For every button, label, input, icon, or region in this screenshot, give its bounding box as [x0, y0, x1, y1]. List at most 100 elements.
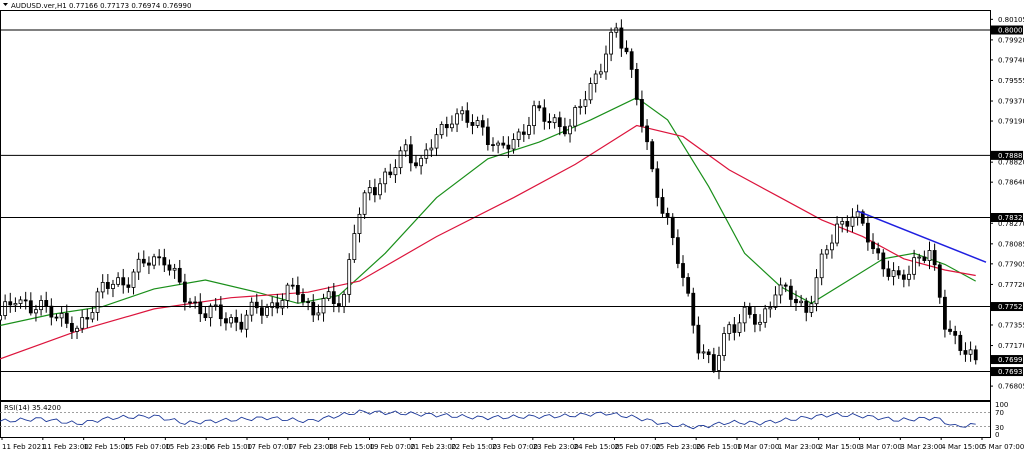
candle-body [316, 312, 321, 316]
x-tick-label: 21 Feb 23:00 [410, 443, 456, 451]
candle-body [342, 293, 346, 307]
candle-body [59, 313, 64, 319]
candle-body [147, 262, 151, 266]
candle-body [932, 250, 937, 266]
x-tick-label: 15 Feb 07:00 [125, 443, 171, 451]
y-tick-label: 0.76805 [998, 383, 1024, 391]
x-tick-label: 23 Feb 07:00 [492, 443, 538, 451]
candle-body [357, 213, 362, 234]
x-tick-label: 1 Mar 07:00 [737, 443, 779, 451]
candle-body [511, 139, 516, 150]
candle-body [193, 301, 198, 304]
y-tick-label: 0.79555 [998, 77, 1024, 85]
candle-body [414, 162, 418, 167]
candle-body [573, 107, 578, 127]
rsi-scale-30: 30 [995, 424, 1004, 432]
x-tick-label: 24 Feb 15:00 [574, 443, 620, 451]
candle-body [794, 298, 798, 304]
candle-body [23, 299, 28, 302]
candle-body [768, 307, 773, 310]
candle-body [907, 273, 911, 280]
rsi-label: RSI(14) 35.4200 [4, 404, 61, 412]
candle-body [311, 301, 316, 316]
candle-body [408, 144, 413, 164]
candle-body [675, 237, 680, 264]
collapse-triangle-icon[interactable] [3, 3, 8, 6]
candle-body [177, 267, 182, 283]
candle-body [711, 354, 716, 371]
y-tick-label: 0.77355 [998, 321, 1024, 329]
x-tick-label: 4 Mar 15:00 [941, 443, 983, 451]
rsi-pane-frame [0, 401, 991, 438]
candle-body [809, 303, 814, 313]
candle-body [840, 221, 845, 225]
x-tick-label: 1 Mar 23:00 [778, 443, 820, 451]
candle-body [460, 110, 465, 115]
candle-body [686, 277, 691, 294]
candle-body [275, 302, 280, 309]
candle-body [203, 313, 208, 319]
candle-body [75, 327, 79, 332]
x-tick-label: 3 Mar 23:00 [900, 443, 942, 451]
candle-body [121, 277, 126, 286]
candle-body [763, 308, 768, 323]
candle-body [496, 142, 501, 146]
rsi-line [0, 409, 976, 430]
y-tick-label: 0.77905 [998, 260, 1024, 268]
chart-header-text: AUDUSD.ver,H1 0.77166 0.77173 0.76974 0.… [11, 2, 191, 10]
candle-body [783, 284, 788, 287]
candle-body [968, 349, 973, 355]
candle-body [583, 99, 588, 107]
candle-body [937, 264, 942, 298]
candle-body [830, 242, 834, 251]
candle-body [403, 144, 408, 152]
candle-body [958, 334, 963, 351]
candle-body [917, 256, 922, 259]
candle-body [824, 249, 829, 255]
x-tick-label: 18 Feb 15:00 [329, 443, 375, 451]
x-tick-label: 17 Feb 23:00 [288, 443, 334, 451]
candle-body [126, 284, 131, 288]
candle-body [943, 296, 947, 330]
moving-average-line-2 [0, 124, 976, 360]
candle-body [845, 221, 850, 227]
candle-body [280, 300, 285, 309]
candle-body [301, 294, 305, 303]
candle-body [876, 248, 881, 254]
candle-body [3, 301, 8, 316]
candle-body [773, 294, 778, 308]
candle-body [80, 317, 85, 329]
candle-body [485, 126, 490, 145]
x-tick-label: 26 Feb 15:00 [696, 443, 742, 451]
rsi-scale-70: 70 [995, 409, 1004, 417]
candle-body [234, 317, 239, 323]
candle-body [855, 211, 860, 218]
candle-body [424, 149, 429, 159]
candle-body [213, 304, 218, 307]
candle-body [922, 256, 927, 261]
candle-body [660, 197, 665, 214]
candle-body [927, 250, 932, 261]
candle-body [527, 125, 531, 135]
level-tag-label: 0.76936 [998, 368, 1024, 376]
candle-body [501, 142, 506, 146]
candle-body [229, 317, 233, 324]
candle-body [198, 301, 203, 315]
candle-body [265, 307, 269, 316]
candle-body [640, 99, 644, 127]
x-tick-label: 22 Feb 15:00 [451, 443, 497, 451]
candle-body [506, 144, 511, 150]
candle-body [290, 284, 295, 287]
candle-body [973, 349, 978, 361]
x-tick-label: 23 Feb 23:00 [533, 443, 579, 451]
level-tag-label: 0.80009 [998, 27, 1024, 35]
candle-body [239, 321, 244, 330]
main-pane-frame [0, 10, 991, 401]
candle-body [136, 258, 141, 273]
candle-body [347, 259, 352, 295]
